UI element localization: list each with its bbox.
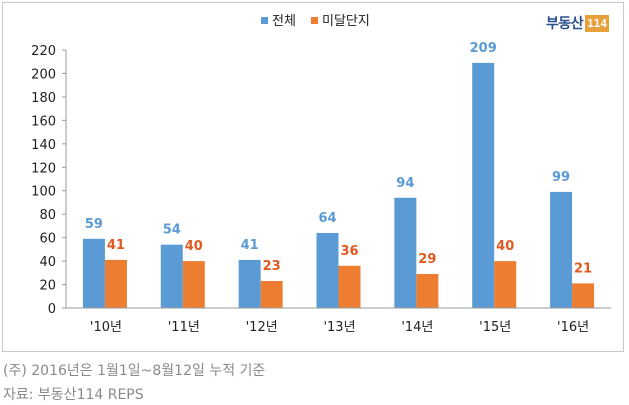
bars: 59 41 54 40 41 23 64 36 94 29 209 40 99 21 — [82, 41, 595, 309]
data-label: 64 — [318, 211, 336, 226]
y-tick-label: 160 — [31, 114, 56, 129]
y-tick-label: 40 — [39, 255, 56, 270]
bar-total-1 — [160, 244, 183, 308]
y-tick-label: 100 — [31, 185, 56, 200]
logo-text: 부동산 — [546, 16, 584, 32]
data-label: 209 — [470, 41, 497, 56]
bar-total-5 — [472, 62, 495, 309]
brand-logo: 부동산 114 — [546, 12, 610, 34]
y-tick-label: 20 — [39, 279, 56, 294]
bar-unsold-6 — [572, 283, 595, 308]
y-tick-label: 120 — [31, 161, 56, 176]
y-tick-label: 0 — [48, 302, 56, 317]
footnote: (주) 2016년은 1월1일~8월12일 누적 기준 — [3, 363, 266, 379]
bar-unsold-3 — [338, 265, 361, 308]
data-label: 40 — [496, 239, 514, 254]
bar-unsold-2 — [260, 281, 283, 308]
logo-badge: 114 — [585, 14, 610, 32]
data-label: 21 — [574, 261, 592, 276]
x-tick-label: '15년 — [479, 320, 511, 335]
bar-unsold-4 — [416, 273, 439, 308]
chart-frame: 전체 미달단지 0 20 40 60 80 100 120 140 160 180 200 220 59… — [2, 2, 624, 352]
data-label: 59 — [85, 217, 103, 232]
bar-total-3 — [316, 232, 339, 308]
bar-total-2 — [238, 259, 261, 308]
y-tick-label: 180 — [31, 91, 56, 106]
bar-total-6 — [550, 191, 573, 308]
data-label: 40 — [185, 239, 203, 254]
bar-unsold-0 — [104, 259, 127, 308]
legend-label-1: 미달단지 — [322, 14, 370, 29]
legend: 전체 미달단지 — [261, 14, 370, 29]
legend-label-0: 전체 — [272, 14, 296, 29]
x-tick-label: '14년 — [401, 320, 433, 335]
data-label: 41 — [107, 238, 125, 253]
data-label: 41 — [241, 238, 259, 253]
data-label: 99 — [552, 170, 570, 185]
y-axis: 0 20 40 60 80 100 120 140 160 180 200 220 — [31, 44, 67, 317]
data-label: 54 — [163, 223, 181, 238]
y-tick-label: 200 — [31, 67, 56, 82]
bar-total-4 — [394, 197, 417, 308]
bar-unsold-5 — [494, 261, 517, 308]
legend-swatch-1 — [311, 17, 318, 24]
x-tick-label: '12년 — [246, 320, 278, 335]
bar-chart: 전체 미달단지 0 20 40 60 80 100 120 140 160 180 200 220 59… — [31, 14, 611, 335]
y-tick-label: 80 — [39, 208, 56, 223]
data-label: 36 — [340, 244, 358, 259]
y-tick-label: 220 — [31, 44, 56, 59]
data-label: 94 — [396, 176, 414, 191]
x-axis: '10년 '11년 '12년 '13년 '14년 '15년 '16년 — [66, 307, 611, 335]
y-tick-label: 140 — [31, 138, 56, 153]
data-label: 23 — [263, 259, 281, 274]
legend-swatch-0 — [261, 17, 268, 24]
x-tick-label: '16년 — [557, 320, 589, 335]
x-tick-label: '13년 — [323, 320, 355, 335]
bar-total-0 — [82, 238, 105, 308]
bar-unsold-1 — [182, 261, 205, 308]
source-note: 자료: 부동산114 REPS — [3, 387, 144, 403]
data-label: 29 — [418, 252, 436, 267]
y-tick-label: 60 — [39, 232, 56, 247]
x-tick-label: '10년 — [90, 320, 122, 335]
x-tick-label: '11년 — [168, 320, 200, 335]
